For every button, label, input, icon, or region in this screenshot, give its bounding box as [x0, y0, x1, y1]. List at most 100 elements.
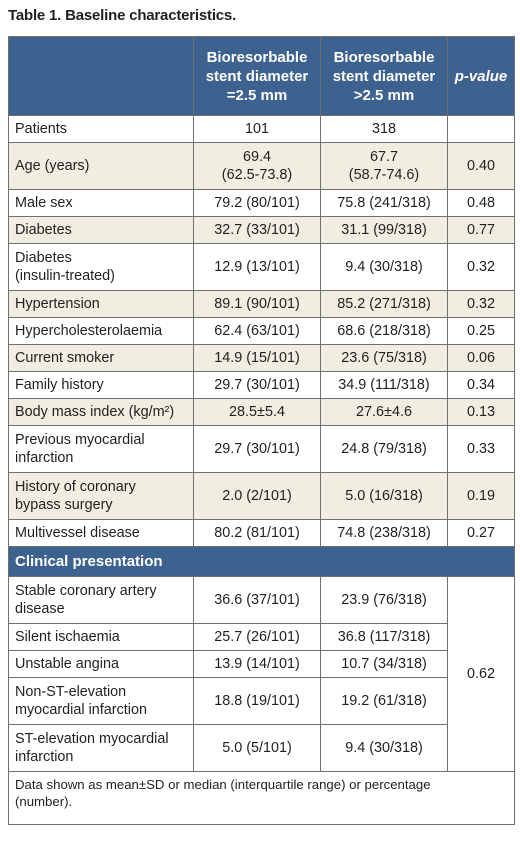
p-value: 0.25: [447, 317, 515, 345]
value-large-stent: 23.6 (75/318): [320, 344, 448, 372]
value-text: 68.6 (218/318): [337, 323, 431, 339]
footnote-row: Data shown as mean±SD or median (interqu…: [8, 771, 515, 825]
value-small-stent: 28.5±5.4: [193, 398, 321, 426]
value-text: 9.4 (30/318): [345, 259, 423, 275]
value-text: 23.6 (75/318): [341, 350, 427, 366]
row-label-text: Family history: [15, 377, 104, 393]
value-text: 34.9 (111/318): [338, 377, 430, 393]
value-text: 79.2 (80/101): [214, 195, 300, 211]
header-large-stent: Bioresorbable stent diameter >2.5 mm: [320, 36, 448, 116]
table-row: Age (years) 69.4 (62.5-73.8) 67.7 (58.7-74.6…: [8, 142, 515, 190]
value-small-stent: 13.9 (14/101): [193, 650, 321, 678]
table-row: Non-ST-elevation myocardial infarction 18.…: [8, 677, 515, 725]
row-label: Body mass index (kg/m²): [8, 398, 194, 426]
value-large-stent: 19.2 (61/318): [320, 677, 448, 725]
row-label-text: Unstable angina: [15, 656, 120, 672]
table-row: Diabetes (insulin-treated) 12.9 (13/101) 9.…: [8, 243, 515, 291]
value-small-stent: 5.0 (5/101): [193, 724, 321, 772]
value-large-stent: 31.1 (99/318): [320, 216, 448, 244]
value-text: 23.9 (76/318): [341, 592, 427, 608]
row-label-text: Age (years): [15, 158, 90, 174]
table-row: Stable coronary artery disease 36.6 (37/10…: [8, 576, 515, 772]
value-text: 25.7 (26/101): [214, 629, 300, 645]
table-row: Previous myocardial infarction 29.7 (30/10…: [8, 425, 515, 473]
row-label-text: Multivessel disease: [15, 525, 140, 541]
value-small-stent: 69.4 (62.5-73.8): [193, 142, 321, 190]
value-text: 5.0 (5/101): [222, 740, 292, 756]
value-small-stent: 14.9 (15/101): [193, 344, 321, 372]
value-text: 36.6 (37/101): [214, 592, 300, 608]
value-text: 36.8 (117/318): [337, 629, 431, 645]
row-label: Stable coronary artery disease: [8, 576, 194, 624]
value-text: 10.7 (34/318): [341, 656, 427, 672]
value-small-stent: 62.4 (63/101): [193, 317, 321, 345]
row-label: Diabetes (insulin-treated): [8, 243, 194, 291]
row-label-text: infarction: [15, 450, 74, 466]
value-large-stent: 36.8 (117/318): [320, 623, 448, 651]
value-text: 5.0 (16/318): [345, 488, 423, 504]
section-row: Clinical presentation: [8, 546, 515, 577]
header-p-value: p-value: [447, 36, 515, 116]
value-large-stent: 67.7 (58.7-74.6): [320, 142, 448, 190]
row-label: Hypertension: [8, 290, 194, 318]
row-label-text: Current smoker: [15, 350, 115, 366]
p-value: 0.40: [447, 142, 515, 190]
header-line: =2.5 mm: [226, 86, 288, 104]
row-label: Patients: [8, 115, 194, 143]
value-small-stent: 2.0 (2/101): [193, 472, 321, 520]
table-row: Hypertension 89.1 (90/101) 85.2 (271/318) 0…: [8, 290, 515, 318]
table-row: Multivessel disease 80.2 (81/101) 74.8 (23…: [8, 519, 515, 547]
p-value: 0.32: [447, 243, 515, 291]
value-small-stent: 101: [193, 115, 321, 143]
row-label-text: Patients: [15, 121, 67, 137]
section-title: Clinical presentation: [8, 546, 515, 577]
table-row: Male sex 79.2 (80/101) 75.8 (241/318) 0.48: [8, 189, 515, 217]
table-row: Family history 29.7 (30/101) 34.9 (111/318…: [8, 371, 515, 399]
row-label-text: infarction: [15, 749, 74, 765]
clinical-p-value: 0.62: [447, 576, 515, 772]
header-small-stent: Bioresorbable stent diameter =2.5 mm: [193, 36, 321, 116]
p-value-label: p-value: [454, 67, 508, 85]
p-value: 0.48: [447, 189, 515, 217]
value-small-stent: 25.7 (26/101): [193, 623, 321, 651]
value-text: 14.9 (15/101): [214, 350, 300, 366]
value-small-stent: 12.9 (13/101): [193, 243, 321, 291]
value-large-stent: 75.8 (241/318): [320, 189, 448, 217]
header-empty: [8, 36, 194, 116]
value-text: 28.5±5.4: [229, 404, 285, 420]
table-row: Diabetes 32.7 (33/101) 31.1 (99/318) 0.77: [8, 216, 515, 244]
value-large-stent: 24.8 (79/318): [320, 425, 448, 473]
baseline-table: Bioresorbable stent diameter =2.5 mm Bio…: [8, 36, 515, 825]
p-value: 0.27: [447, 519, 515, 547]
value-large-stent: 23.9 (76/318): [320, 576, 448, 624]
value-small-stent: 18.8 (19/101): [193, 677, 321, 725]
table-row: Body mass index (kg/m²) 28.5±5.4 27.6±4.6 0…: [8, 398, 515, 426]
table-body: Patients 101 318 Age (years) 69.4 (62.5-73.8)…: [8, 115, 515, 825]
p-value: 0.06: [447, 344, 515, 372]
value-large-stent: 68.6 (218/318): [320, 317, 448, 345]
row-label-text: Male sex: [15, 195, 73, 211]
value-text: 62.4 (63/101): [214, 323, 300, 339]
row-label: Age (years): [8, 142, 194, 190]
value-text: 85.2 (271/318): [337, 296, 431, 312]
row-label-text: myocardial infarction: [15, 702, 147, 718]
value-text: 80.2 (81/101): [214, 525, 300, 541]
value-large-stent: 85.2 (271/318): [320, 290, 448, 318]
row-label-text: Hypertension: [15, 296, 100, 312]
value-large-stent: 10.7 (34/318): [320, 650, 448, 678]
row-label-text: (insulin-treated): [15, 268, 115, 284]
row-label-text: Body mass index (kg/m²): [15, 404, 175, 420]
p-value: 0.33: [447, 425, 515, 473]
row-label: Hypercholesterolaemia: [8, 317, 194, 345]
header-line: Bioresorbable: [206, 48, 308, 66]
row-label-text: Non-ST-elevation: [15, 684, 127, 700]
table-row: Patients 101 318: [8, 115, 515, 143]
row-label: Previous myocardial infarction: [8, 425, 194, 473]
value-large-stent: 34.9 (111/318): [320, 371, 448, 399]
value-small-stent: 36.6 (37/101): [193, 576, 321, 624]
value-text: 9.4 (30/318): [345, 740, 423, 756]
value-text: 101: [244, 121, 269, 137]
value-small-stent: 80.2 (81/101): [193, 519, 321, 547]
p-value: 0.34: [447, 371, 515, 399]
value-text: 18.8 (19/101): [214, 693, 300, 709]
